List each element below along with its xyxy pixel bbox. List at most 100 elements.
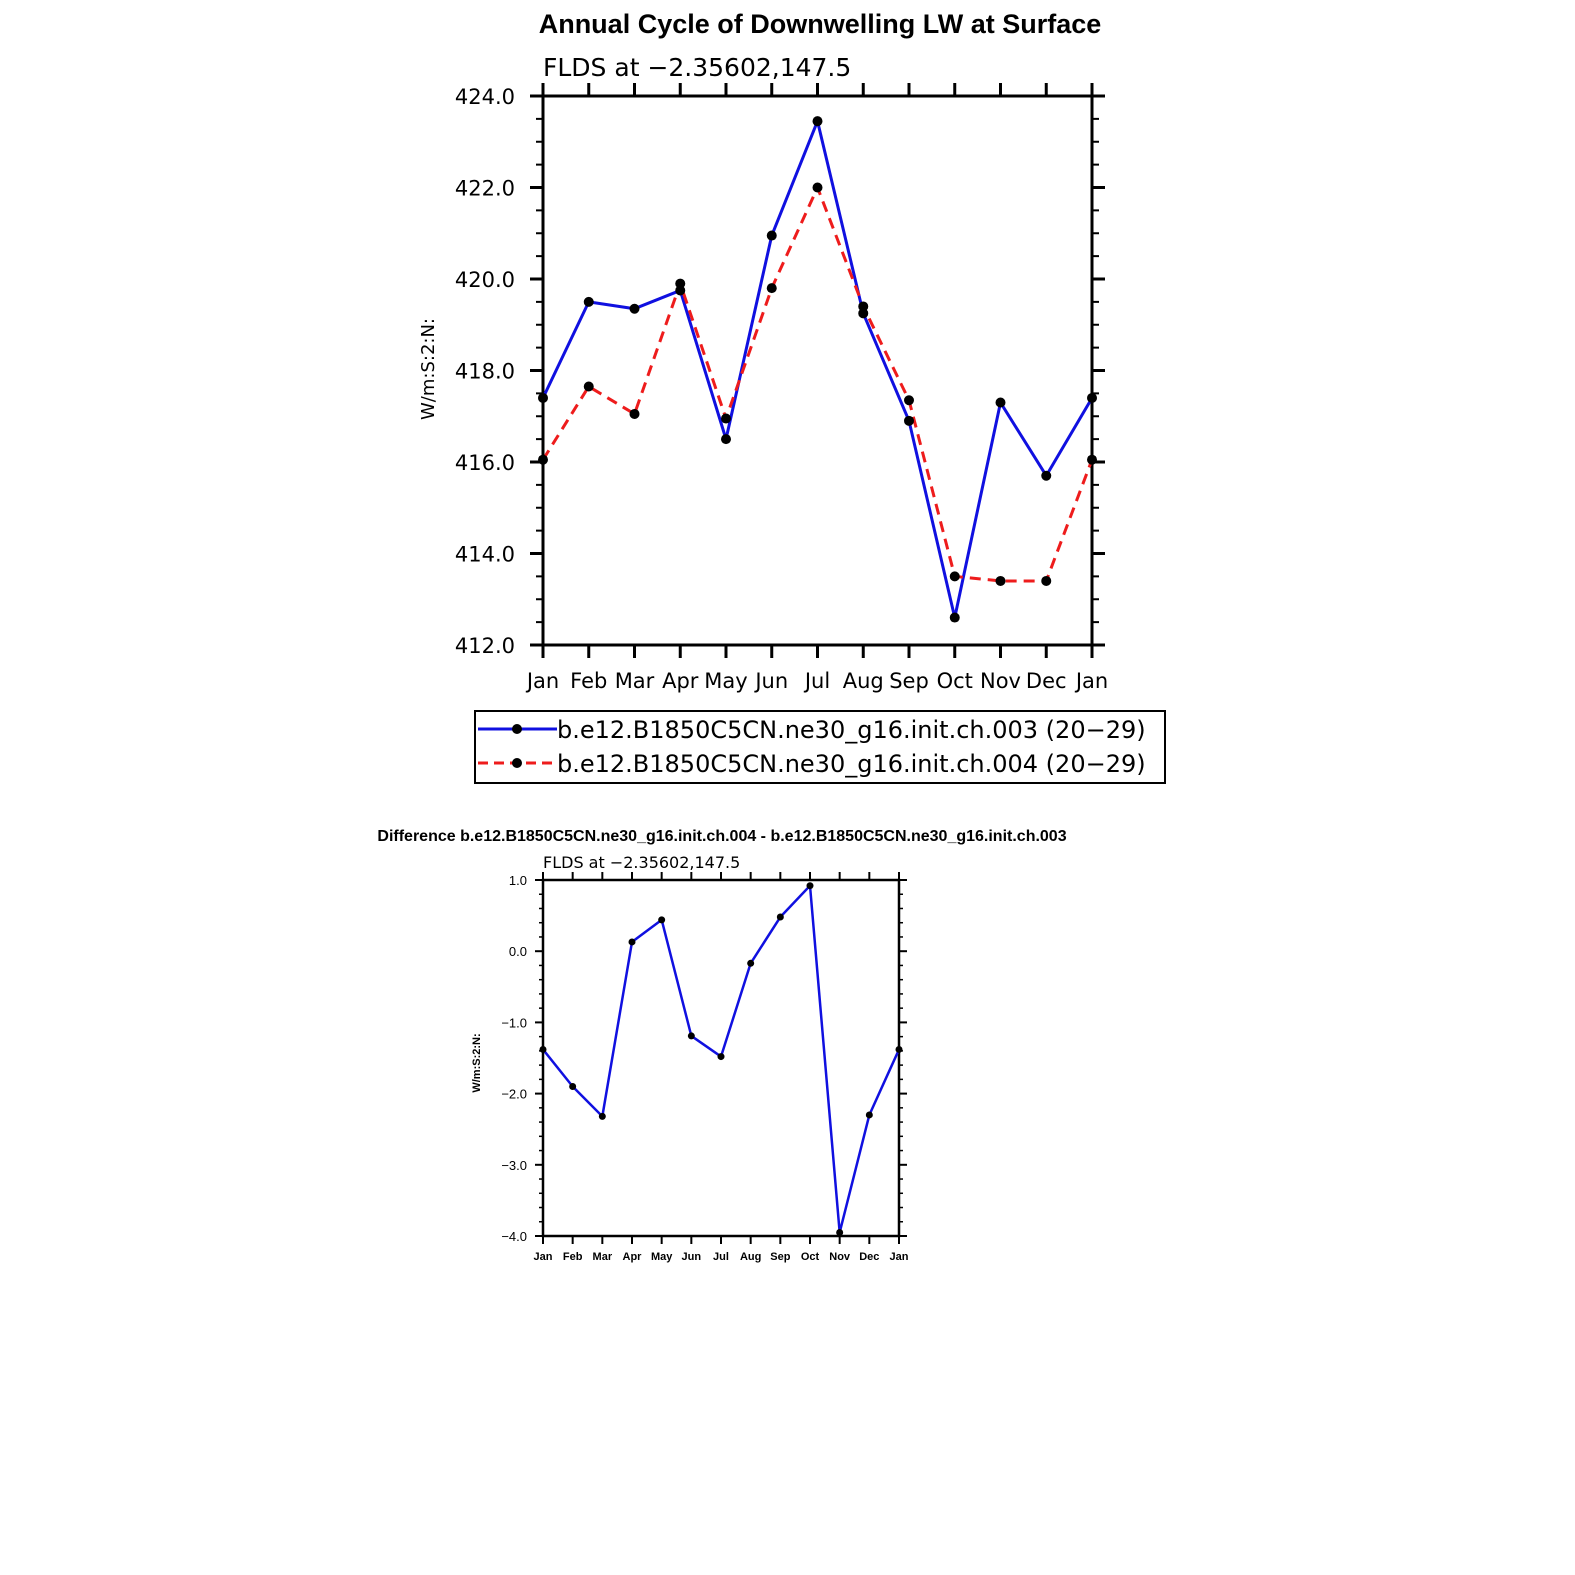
data-point-s0-4: [658, 916, 666, 924]
data-point-s1-8: [904, 395, 914, 406]
data-point-s0-8: [904, 415, 914, 426]
diff-series-layer: [539, 882, 903, 1236]
series-layer: [538, 116, 1097, 623]
x-tick-label: Jan: [890, 1251, 909, 1263]
y-tick-label: 414.0: [455, 543, 515, 567]
legend-marker-1: [512, 758, 522, 768]
x-tick-label: Nov: [980, 669, 1021, 693]
data-point-s0-11: [1041, 470, 1052, 481]
y-tick-label: −1.0: [501, 1015, 527, 1030]
x-tick-label: Feb: [570, 669, 607, 693]
x-tick-label: Mar: [615, 669, 655, 693]
y-tick-label: 1.0: [509, 873, 527, 888]
y-tick-label: −2.0: [501, 1087, 527, 1102]
x-tick-label: Sep: [770, 1251, 790, 1263]
x-tick-label: Oct: [801, 1251, 820, 1263]
chart-subtitle: FLDS at −2.35602,147.5: [543, 53, 851, 82]
legend-marker-0: [512, 724, 522, 734]
data-point-s1-10: [995, 575, 1006, 586]
y-tick-label: −3.0: [501, 1158, 527, 1173]
x-tick-label: Aug: [740, 1251, 761, 1263]
y-tick-label: 422.0: [455, 177, 515, 201]
data-point-s0-7: [858, 308, 869, 319]
data-point-s0-0: [538, 392, 548, 403]
data-point-s0-1: [583, 296, 594, 307]
x-tick-label: May: [651, 1251, 673, 1263]
data-point-s0-2: [598, 1112, 606, 1120]
data-point-s1-5: [766, 283, 777, 294]
diff-chart-subtitle: FLDS at −2.35602,147.5: [543, 853, 740, 872]
x-tick-label: Sep: [889, 669, 929, 693]
data-point-s1-1: [583, 381, 594, 392]
data-point-s1-6: [812, 182, 823, 193]
plot-border: [541, 94, 1094, 647]
data-point-s0-9: [949, 612, 960, 623]
annual-cycle-panel: Annual Cycle of Downwelling LW at Surfac…: [418, 9, 1166, 784]
diff-chart-title: Difference b.e12.B1850C5CN.ne30_g16.init…: [377, 828, 1066, 845]
x-tick-label: Apr: [662, 669, 699, 693]
data-point-s0-8: [776, 913, 784, 921]
data-point-s0-6: [812, 116, 823, 127]
legend-box: [474, 710, 1166, 784]
x-tick-label: Jan: [525, 669, 559, 693]
difference-panel: Difference b.e12.B1850C5CN.ne30_g16.init…: [377, 828, 1066, 1263]
x-tick-label: Oct: [937, 669, 973, 693]
x-tick-label: Apr: [623, 1251, 643, 1263]
data-point-s0-4: [721, 434, 731, 445]
data-point-s0-2: [629, 303, 640, 314]
series-line-1: [541, 186, 1094, 583]
x-tick-label: Aug: [843, 669, 884, 693]
data-point-s1-9: [949, 571, 960, 582]
x-tick-label: Jan: [1074, 669, 1108, 693]
x-tick-label: Jan: [534, 1251, 553, 1263]
data-point-s0-5: [687, 1032, 695, 1040]
data-point-s0-3: [675, 285, 686, 296]
data-point-s0-6: [717, 1053, 725, 1061]
data-point-s1-7: [858, 301, 869, 312]
x-tick-label: Mar: [593, 1251, 613, 1263]
data-point-s0-7: [747, 959, 755, 967]
x-tick-label: May: [704, 669, 747, 693]
x-tick-label: Jun: [682, 1251, 702, 1263]
legend-entry-1: b.e12.B1850C5CN.ne30_g16.init.ch.004 (20…: [557, 750, 1146, 778]
x-tick-label: Nov: [829, 1251, 851, 1263]
legend: b.e12.B1850C5CN.ne30_g16.init.ch.003 (20…: [474, 710, 1166, 784]
data-point-s0-9: [806, 882, 814, 890]
y-axis-label: W/m:S:2:N:: [418, 318, 439, 420]
data-point-s0-10: [995, 397, 1006, 408]
y-tick-label: 420.0: [455, 268, 515, 292]
series-line-0: [541, 119, 1094, 620]
data-point-s0-10: [836, 1228, 844, 1236]
data-point-s1-11: [1041, 575, 1052, 586]
data-point-s1-12: [1087, 454, 1097, 465]
data-point-s0-3: [628, 938, 636, 946]
data-point-s1-3: [675, 278, 686, 289]
y-tick-label: 412.0: [455, 634, 515, 658]
diff-plot-frame: Jan Feb Mar Apr May Jun Jul Aug Sep Oct Nov Dec Jan−…: [501, 872, 909, 1263]
x-tick-label: Jun: [753, 669, 788, 693]
plot-frame: Jan Feb Mar Apr May Jun Jul Aug Sep Oct Nov Dec Jan 4…: [455, 83, 1108, 693]
y-tick-label: 424.0: [455, 85, 515, 109]
diff-y-axis-label: W/m:S:2:N:: [471, 1033, 483, 1092]
x-tick-label: Feb: [563, 1251, 583, 1263]
y-tick-label: 0.0: [509, 944, 527, 959]
legend-entry-0: b.e12.B1850C5CN.ne30_g16.init.ch.003 (20…: [557, 716, 1146, 744]
y-tick-label: −4.0: [501, 1229, 527, 1244]
data-point-s1-2: [629, 408, 640, 419]
data-point-s0-12: [895, 1045, 903, 1053]
x-tick-label: Jul: [803, 669, 830, 693]
x-tick-label: Jul: [713, 1251, 729, 1263]
data-point-s0-0: [539, 1045, 547, 1053]
x-tick-label: Dec: [859, 1251, 879, 1263]
data-point-s0-11: [865, 1111, 873, 1119]
data-point-s1-4: [721, 413, 731, 424]
data-point-s0-1: [569, 1082, 577, 1090]
data-point-s0-12: [1087, 392, 1097, 403]
data-point-s1-0: [538, 454, 548, 465]
y-tick-label: 418.0: [455, 360, 515, 384]
y-tick-label: 416.0: [455, 451, 515, 475]
x-tick-label: Dec: [1026, 669, 1067, 693]
chart-title: Annual Cycle of Downwelling LW at Surfac…: [539, 9, 1102, 39]
data-point-s0-5: [766, 230, 777, 241]
